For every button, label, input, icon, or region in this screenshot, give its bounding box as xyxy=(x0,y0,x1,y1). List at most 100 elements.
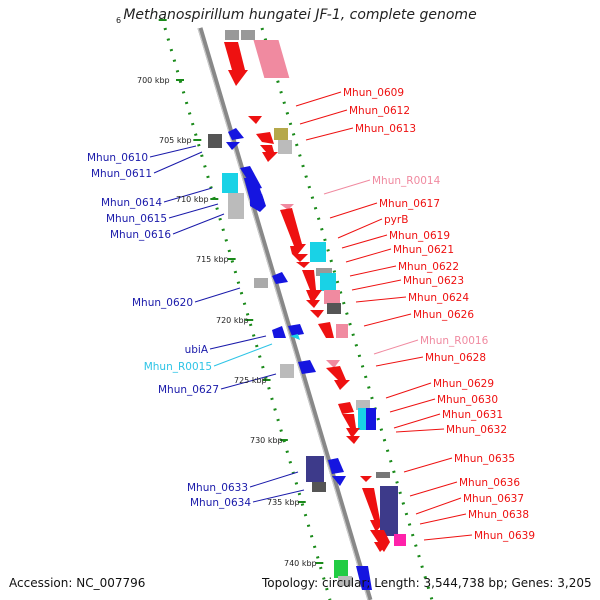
gene-block-cyan xyxy=(358,408,368,430)
gene-block xyxy=(278,140,292,154)
tick-label: 720 kbp xyxy=(216,316,249,325)
gene-label[interactable]: Mhun_0627 xyxy=(158,384,219,396)
label-leader-line xyxy=(395,428,445,433)
left-ruler-line xyxy=(163,27,332,600)
gene-block xyxy=(356,400,370,410)
gene-block xyxy=(241,30,255,40)
label-leader-line xyxy=(209,335,267,350)
gene-label[interactable]: Mhun_0634 xyxy=(190,497,251,509)
gene-features xyxy=(208,30,406,590)
gene-label[interactable]: Mhun_0609 xyxy=(343,87,404,99)
tick-label: 705 kbp xyxy=(159,136,192,145)
gene-block-magenta xyxy=(394,534,406,546)
gene-label[interactable]: Mhun_0612 xyxy=(349,105,410,117)
gene-block-dark xyxy=(327,303,341,314)
gene-label[interactable]: Mhun_0630 xyxy=(437,394,498,406)
gene-block xyxy=(228,193,244,219)
label-leader-line xyxy=(168,203,219,219)
gene-label[interactable]: Mhun_0633 xyxy=(187,482,248,494)
gene-label[interactable]: Mhun_0617 xyxy=(379,198,440,210)
label-leader-line xyxy=(249,471,299,488)
gene-label[interactable]: Mhun_0613 xyxy=(355,123,416,135)
gene-arrow-red xyxy=(292,254,308,262)
gene-label[interactable]: pyrB xyxy=(384,214,408,226)
gene-block-navy xyxy=(380,486,398,536)
label-leader-line xyxy=(149,145,197,158)
label-leader-line xyxy=(153,151,203,174)
label-leader-line xyxy=(345,248,392,263)
gene-label[interactable]: Mhun_0620 xyxy=(132,297,193,309)
gene-label[interactable]: Mhun_0632 xyxy=(446,424,507,436)
label-leader-line xyxy=(194,287,241,303)
gene-label[interactable]: Mhun_R0015 xyxy=(144,361,212,373)
gene-label[interactable]: Mhun_0635 xyxy=(454,453,515,465)
label-leader-line xyxy=(337,218,383,239)
gene-arrow-blue xyxy=(226,142,240,150)
gene-label[interactable]: Mhun_0615 xyxy=(106,213,167,225)
tick-label: 730 kbp xyxy=(250,436,283,445)
label-leader-line xyxy=(323,179,371,195)
gene-label[interactable]: Mhun_0636 xyxy=(459,477,520,489)
gene-label[interactable]: Mhun_R0016 xyxy=(420,335,489,347)
gene-label[interactable]: Mhun_0626 xyxy=(413,309,474,321)
gene-arrow-red xyxy=(224,42,248,86)
label-leader-line xyxy=(393,413,441,429)
gene-block-cyan xyxy=(222,173,238,193)
topology-text: Topology: circular; Length: 3,544,738 bp… xyxy=(262,576,592,590)
gene-label[interactable]: Mhun_0623 xyxy=(403,275,464,287)
tick-label: 740 kbp xyxy=(284,559,317,568)
gene-labels: Mhun_0609 Mhun_0612 Mhun_0613 Mhun_R0014 Mhu… xyxy=(87,87,535,542)
gene-arrow-blue xyxy=(228,128,244,140)
gene-arrow-red xyxy=(260,145,278,162)
label-leader-line xyxy=(363,313,412,327)
gene-arrow-pink xyxy=(326,360,340,368)
gene-label[interactable]: Mhun_0619 xyxy=(389,230,450,242)
gene-arrow-red xyxy=(376,542,390,552)
label-leader-line xyxy=(305,127,354,141)
gene-label[interactable]: Mhun_0628 xyxy=(425,352,486,364)
gene-label[interactable]: Mhun_R0014 xyxy=(372,175,441,187)
gene-arrow-blue xyxy=(288,324,304,336)
label-leader-line xyxy=(375,356,424,367)
gene-arrow-red xyxy=(318,322,334,338)
gene-label[interactable]: Mhun_0610 xyxy=(87,152,148,164)
gene-block-pink xyxy=(336,324,348,338)
gene-label[interactable]: ubiA xyxy=(185,344,209,356)
tick-label: 735 kbp xyxy=(267,498,300,507)
gene-arrow-red xyxy=(310,310,324,318)
gene-arrow-blue xyxy=(356,566,372,590)
gene-label[interactable]: Mhun_0616 xyxy=(110,229,171,241)
gene-label[interactable]: Mhun_0624 xyxy=(408,292,469,304)
gene-label[interactable]: Mhun_0621 xyxy=(393,244,454,256)
gene-block xyxy=(376,472,390,478)
label-leader-line xyxy=(419,513,467,525)
gene-label[interactable]: Mhun_0638 xyxy=(468,509,529,521)
gene-label[interactable]: Mhun_0614 xyxy=(101,197,162,209)
label-leader-line xyxy=(163,187,213,203)
gene-label[interactable]: Mhun_0637 xyxy=(463,493,524,505)
gene-block-dark xyxy=(312,482,326,492)
label-leader-line xyxy=(349,265,397,277)
right-ruler-line xyxy=(260,27,434,600)
label-leader-line xyxy=(213,343,273,367)
label-leader-line xyxy=(409,481,458,497)
gene-label[interactable]: Mhun_0631 xyxy=(442,409,503,421)
label-leader-line xyxy=(403,457,453,473)
gene-arrow-blue xyxy=(272,272,288,284)
gene-arrow-pink xyxy=(280,204,294,210)
label-leader-line xyxy=(351,279,402,291)
ruler-tick-labels: 6 700 kbp 705 kbp 710 kbp 715 kbp 720 kbp 725 … xyxy=(116,16,317,568)
gene-label[interactable]: Mhun_0622 xyxy=(398,261,459,273)
gene-block-green xyxy=(334,560,348,578)
tick-label: 725 kbp xyxy=(234,376,267,385)
gene-arrow-red xyxy=(302,270,322,304)
gene-label[interactable]: Mhun_0629 xyxy=(433,378,494,390)
gene-arrow-red xyxy=(306,300,320,308)
label-leader-line xyxy=(389,398,436,413)
map-title: Methanospirillum hungatei JF-1, complete… xyxy=(123,7,477,23)
gene-block xyxy=(280,364,294,378)
gene-label[interactable]: Mhun_0639 xyxy=(474,530,535,542)
tick-label: 715 kbp xyxy=(196,255,229,264)
gene-label[interactable]: Mhun_0611 xyxy=(91,168,152,180)
gene-block-cyan xyxy=(310,242,326,262)
